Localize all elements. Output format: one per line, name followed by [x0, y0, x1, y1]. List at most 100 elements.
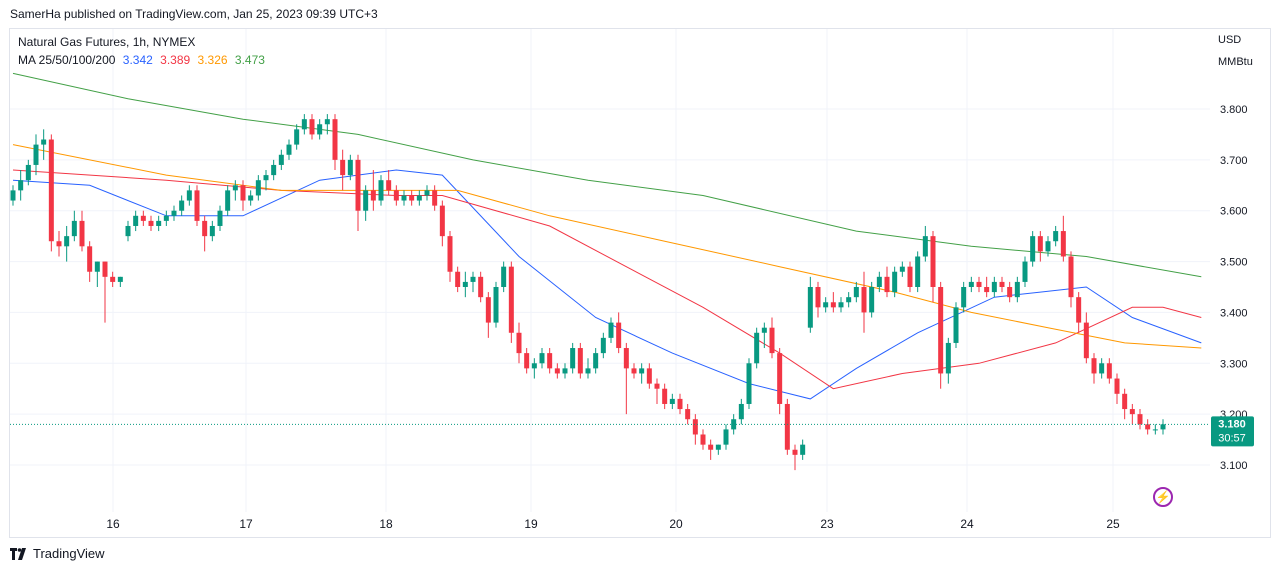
candle — [18, 170, 24, 201]
candle — [363, 185, 369, 221]
candle — [884, 266, 890, 298]
candle — [1045, 236, 1051, 257]
chart-grid — [10, 29, 1210, 512]
candle — [71, 210, 77, 242]
candle — [853, 281, 859, 303]
candle — [623, 342, 629, 415]
candle — [301, 114, 307, 135]
x-tick-label: 23 — [820, 517, 834, 531]
candle — [286, 139, 292, 160]
price-tag-countdown: 30:57 — [1218, 432, 1246, 444]
moving-average-lines — [12, 72, 1202, 400]
candle — [48, 134, 54, 252]
y-tick-label: 3.600 — [1220, 206, 1248, 218]
candle — [830, 292, 836, 313]
candle — [539, 348, 545, 369]
candle — [347, 154, 353, 181]
candle — [654, 378, 660, 404]
axis-currency: USD — [1218, 34, 1242, 46]
y-tick-label: 3.800 — [1220, 104, 1248, 116]
candle — [815, 281, 821, 318]
candle — [892, 266, 898, 298]
symbol-legend[interactable]: Natural Gas Futures, 1h, NYMEX — [18, 35, 196, 49]
ma25-value: 3.342 — [122, 53, 153, 67]
candle — [616, 312, 622, 354]
candle — [1114, 373, 1120, 404]
candle — [332, 114, 338, 171]
candle — [94, 261, 100, 287]
candle — [87, 241, 93, 282]
candle — [976, 276, 982, 293]
footer-brand-text: TradingView — [33, 546, 105, 561]
candle — [163, 210, 169, 226]
candle — [202, 215, 208, 252]
candle — [340, 149, 346, 191]
x-tick-label: 17 — [239, 517, 253, 531]
candle — [232, 180, 238, 201]
candle — [370, 170, 376, 211]
candle — [309, 114, 315, 140]
candle — [1152, 424, 1158, 435]
ma-legend[interactable]: MA 25/50/100/200 3.342 3.389 3.326 3.473 — [18, 53, 269, 67]
price-tag-value: 3.180 — [1218, 418, 1246, 430]
candle — [585, 358, 591, 379]
candle — [156, 215, 162, 232]
candle — [685, 403, 691, 425]
candle — [317, 119, 323, 140]
x-tick-label: 18 — [379, 517, 393, 531]
x-tick-label: 25 — [1106, 517, 1120, 531]
candle — [194, 185, 200, 226]
ma-line-ma50 — [12, 169, 1202, 390]
candle — [1007, 281, 1013, 303]
candle — [838, 297, 844, 313]
candle — [25, 159, 31, 186]
chart-frame — [9, 28, 1271, 538]
candle — [409, 190, 415, 206]
candle — [148, 215, 154, 232]
candle — [401, 190, 407, 206]
candle — [800, 439, 806, 460]
candle — [723, 424, 729, 450]
candle — [1145, 419, 1151, 435]
candle — [915, 251, 921, 293]
candle — [478, 271, 484, 303]
candle — [432, 185, 438, 211]
candle — [669, 393, 675, 410]
candle — [209, 220, 215, 242]
y-tick-label: 3.400 — [1220, 307, 1248, 319]
candle — [79, 210, 85, 252]
candle — [999, 276, 1005, 293]
candle — [922, 225, 928, 262]
candle — [784, 398, 790, 455]
candle — [278, 149, 284, 171]
candle — [263, 170, 269, 191]
candle — [562, 363, 568, 379]
candle — [1037, 231, 1043, 262]
candle — [984, 276, 990, 298]
candle — [777, 348, 783, 415]
candle — [968, 276, 974, 293]
candle — [677, 393, 683, 415]
footer-brand[interactable]: TradingView — [10, 546, 105, 561]
lightning-icon[interactable]: ⚡ — [1153, 487, 1173, 507]
candle — [708, 439, 714, 460]
candle — [355, 154, 361, 232]
candle — [631, 363, 637, 379]
publisher-line: SamerHa published on TradingView.com, Ja… — [10, 7, 378, 21]
candle — [769, 317, 775, 359]
candle — [646, 363, 652, 389]
candle — [754, 327, 760, 369]
ma-line-ma25 — [12, 169, 1202, 400]
candle — [700, 429, 706, 450]
candlestick-series — [10, 114, 1166, 471]
candle — [746, 358, 752, 410]
candle — [1030, 231, 1036, 267]
candle — [447, 231, 453, 282]
candle — [1091, 353, 1097, 384]
ma50-value: 3.389 — [160, 53, 191, 67]
candle — [1053, 225, 1059, 247]
candle — [110, 271, 116, 287]
candle — [470, 271, 476, 293]
candle — [876, 271, 882, 293]
